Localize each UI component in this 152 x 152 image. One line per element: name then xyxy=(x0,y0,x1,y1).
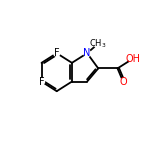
Text: CH$_3$: CH$_3$ xyxy=(90,37,107,50)
Circle shape xyxy=(84,50,90,57)
Text: F: F xyxy=(54,48,60,58)
Circle shape xyxy=(54,50,60,56)
Text: F: F xyxy=(39,77,44,86)
Circle shape xyxy=(129,55,136,63)
Text: O: O xyxy=(119,77,127,86)
Text: N: N xyxy=(83,48,91,58)
Circle shape xyxy=(94,39,102,48)
Circle shape xyxy=(38,79,45,85)
Circle shape xyxy=(120,79,126,85)
Text: OH: OH xyxy=(125,54,140,64)
